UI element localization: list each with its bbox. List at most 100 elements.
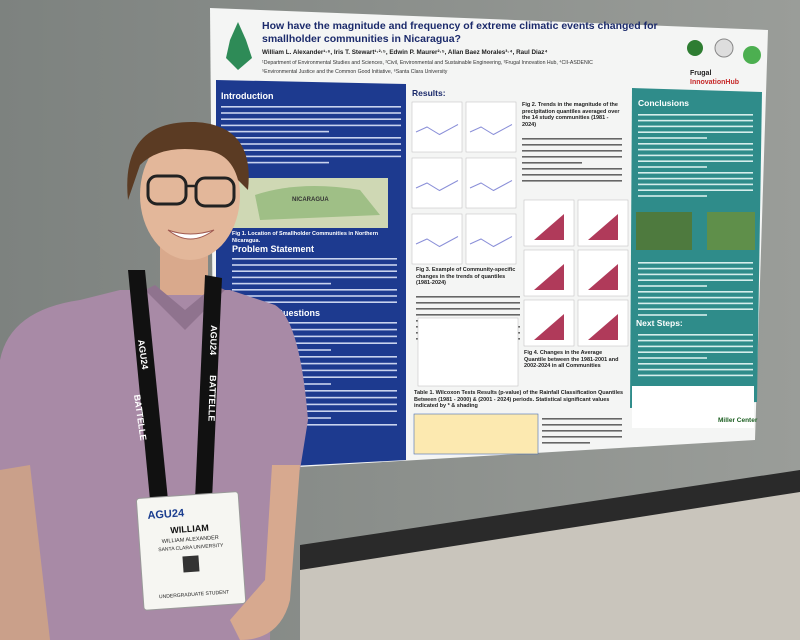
- figure-plot: [415, 180, 459, 192]
- badge-full-name: WILLIAM ALEXANDER: [162, 535, 219, 545]
- text-line: [221, 130, 329, 133]
- figure-panel: [411, 213, 463, 265]
- text-line: [638, 314, 707, 316]
- person: AGU24 BATTELLE AGU24 BATTELLE AGU24 WILL…: [0, 121, 308, 640]
- lanyard-strap: [195, 275, 222, 500]
- text-line: [638, 114, 753, 116]
- text-line: [638, 143, 753, 145]
- figure-plot: [469, 236, 513, 248]
- poster-title: How have the magnitude and frequency of …: [262, 20, 658, 32]
- text-line: [638, 125, 753, 128]
- text-line: [638, 308, 753, 310]
- badge-role: UNDERGRADUATE STUDENT: [159, 589, 229, 600]
- text-line: [638, 262, 753, 264]
- figure-plot: [415, 236, 459, 248]
- badge-event: AGU24: [147, 507, 185, 522]
- text-line: [638, 189, 753, 191]
- text-line: [221, 106, 401, 108]
- text-line: [221, 124, 401, 127]
- text-line: [542, 442, 590, 444]
- badge-affiliation: SANTA CLARA UNIVERSITY: [158, 543, 224, 554]
- poster-title: smallholder communities in Nicaragua?: [262, 33, 461, 45]
- text-line: [522, 162, 582, 164]
- qr-code: [182, 555, 200, 573]
- text-line: [638, 374, 753, 377]
- body-text-group: [221, 101, 753, 444]
- caption: Fig 2. Trends in the magnitude of the pr…: [522, 102, 620, 128]
- logo: [714, 38, 734, 58]
- text-line: [638, 345, 753, 348]
- figure-plot: [469, 180, 513, 192]
- text-line: [232, 369, 397, 372]
- figure-panel: [417, 317, 519, 387]
- text-line: [638, 148, 753, 151]
- text-line: [232, 258, 397, 260]
- text-line: [542, 430, 622, 432]
- figure-area: [534, 314, 564, 340]
- glasses: [194, 176, 236, 208]
- text-line: [232, 282, 331, 285]
- poster-logo: [226, 22, 252, 70]
- hair: [127, 121, 249, 200]
- map-land: [255, 186, 380, 220]
- caption: Fig 3. Example of Community-specific cha…: [416, 267, 516, 286]
- text-line: [638, 273, 753, 276]
- figure-area: [588, 264, 618, 290]
- text-line: [221, 118, 401, 120]
- logo: [743, 46, 761, 64]
- caption-text: Fig 1. Location of Smallholder Communiti…: [232, 231, 379, 243]
- text-line: [638, 183, 753, 186]
- caption: Fig 1. Location of Smallholder Communiti…: [232, 231, 379, 243]
- caption-text: Fig 3. Example of Community-specific cha…: [416, 267, 516, 286]
- figure-area: [588, 314, 618, 340]
- lanyard-text: AGU24: [208, 325, 219, 355]
- face: [140, 130, 240, 260]
- text-line: [232, 301, 397, 303]
- photo-inset: [636, 212, 692, 250]
- badge-first-name: WILLIAM: [170, 523, 209, 536]
- text-line: [522, 144, 622, 146]
- arm: [230, 465, 300, 640]
- caption-text: Fig 2. Trends in the magnitude of the pr…: [522, 102, 620, 128]
- text-line: [522, 174, 622, 176]
- photo-inset: [707, 212, 755, 250]
- text-line: [638, 302, 753, 305]
- floor: [300, 480, 800, 640]
- figure-panel: [465, 157, 517, 209]
- figure-panel: [465, 101, 517, 153]
- caption-text: Table 1. Wilcoxon Tests Results (p-value…: [414, 390, 624, 409]
- text-line: [638, 291, 753, 293]
- text-line: [232, 396, 397, 399]
- references-box: [632, 386, 754, 428]
- text-line: [638, 160, 753, 162]
- section-heading: Next Steps:: [636, 318, 683, 328]
- text-line: [638, 339, 753, 342]
- glasses: [146, 174, 188, 206]
- text-line: [232, 362, 397, 365]
- figure-plot: [415, 124, 459, 136]
- text-line: [522, 156, 622, 158]
- map-label: NICARAGUA: [292, 197, 329, 203]
- text-line: [232, 376, 397, 378]
- figure-panel: [465, 213, 517, 265]
- badge: AGU24 WILLIAM WILLIAM ALEXANDER SANTA CL…: [135, 491, 247, 611]
- poster-affiliation: ¹Department of Environmental Studies and…: [262, 60, 593, 66]
- text-line: [522, 150, 622, 152]
- text-line: [638, 177, 753, 180]
- text-line: [232, 295, 397, 297]
- text-line: [522, 180, 622, 182]
- text-line: [542, 436, 622, 438]
- text-line: [221, 161, 329, 164]
- text-line: [232, 270, 397, 272]
- figure-plot: [469, 124, 513, 136]
- text-line: [542, 418, 622, 420]
- figure-area: [534, 264, 564, 290]
- poster-authors: William L. Alexander¹·⁶, Iris T. Stewart…: [262, 49, 548, 56]
- section-heading: Conclusions: [638, 98, 689, 108]
- lanyard-text: AGU24: [136, 339, 150, 370]
- figure-panel: [411, 157, 463, 209]
- text-line: [638, 166, 707, 168]
- figure-area: [534, 214, 564, 240]
